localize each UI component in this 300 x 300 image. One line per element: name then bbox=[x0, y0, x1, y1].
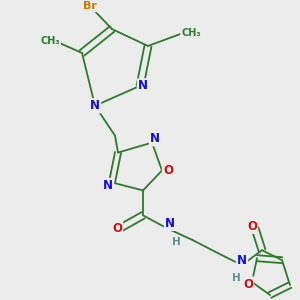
Text: N: N bbox=[150, 132, 160, 145]
Text: Br: Br bbox=[83, 1, 97, 11]
Text: CH₃: CH₃ bbox=[181, 28, 201, 38]
Text: N: N bbox=[165, 217, 175, 230]
Text: N: N bbox=[138, 79, 148, 92]
Text: H: H bbox=[172, 237, 180, 247]
Text: O: O bbox=[112, 222, 122, 235]
Text: CH₃: CH₃ bbox=[40, 36, 60, 46]
Text: O: O bbox=[247, 220, 257, 233]
Text: O: O bbox=[163, 164, 173, 177]
Text: O: O bbox=[243, 278, 253, 291]
Text: N: N bbox=[237, 254, 247, 267]
Text: H: H bbox=[232, 273, 240, 283]
Text: N: N bbox=[90, 99, 100, 112]
Text: N: N bbox=[103, 179, 113, 192]
